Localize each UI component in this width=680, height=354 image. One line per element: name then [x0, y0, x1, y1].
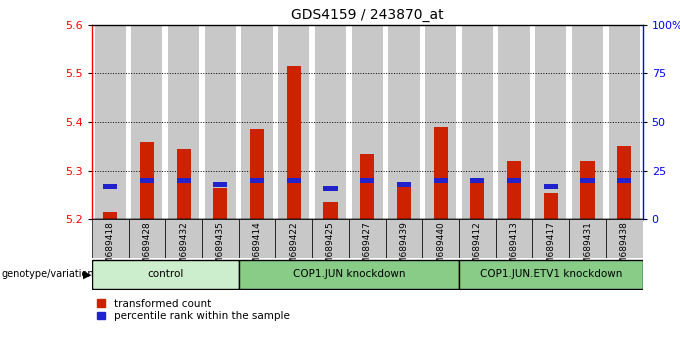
Bar: [397, 182, 411, 187]
Text: GSM689440: GSM689440: [436, 222, 445, 276]
Bar: [103, 184, 117, 189]
Bar: [92, 219, 129, 258]
Bar: [349, 219, 386, 258]
Bar: [471, 178, 484, 183]
Bar: [287, 66, 301, 219]
Bar: [581, 161, 594, 219]
Text: COP1.JUN knockdown: COP1.JUN knockdown: [292, 269, 405, 279]
Bar: [360, 178, 374, 183]
Bar: [617, 147, 631, 219]
Bar: [388, 25, 420, 219]
Bar: [103, 212, 117, 219]
Bar: [168, 25, 199, 219]
Text: GSM689439: GSM689439: [399, 222, 409, 276]
Bar: [459, 260, 643, 289]
Bar: [352, 25, 383, 219]
Text: GSM689422: GSM689422: [289, 222, 299, 276]
Text: GSM689413: GSM689413: [509, 222, 519, 276]
Bar: [581, 178, 594, 183]
Text: genotype/variation: genotype/variation: [1, 269, 94, 279]
Bar: [239, 219, 275, 258]
Bar: [507, 178, 521, 183]
Bar: [397, 183, 411, 219]
Bar: [287, 178, 301, 183]
Bar: [140, 178, 154, 183]
Bar: [239, 260, 459, 289]
Bar: [609, 25, 640, 219]
Bar: [214, 188, 227, 219]
Bar: [360, 154, 374, 219]
Text: GSM689412: GSM689412: [473, 222, 482, 276]
Bar: [544, 184, 558, 189]
Text: GSM689425: GSM689425: [326, 222, 335, 276]
Text: COP1.JUN.ETV1 knockdown: COP1.JUN.ETV1 knockdown: [479, 269, 622, 279]
Bar: [572, 25, 603, 219]
Text: GSM689418: GSM689418: [105, 222, 115, 276]
Text: GSM689435: GSM689435: [216, 222, 225, 276]
Legend: transformed count, percentile rank within the sample: transformed count, percentile rank withi…: [97, 299, 290, 321]
Bar: [544, 193, 558, 219]
Bar: [324, 202, 337, 219]
Bar: [202, 219, 239, 258]
Text: GSM689431: GSM689431: [583, 222, 592, 276]
Bar: [386, 219, 422, 258]
Bar: [569, 219, 606, 258]
Bar: [434, 178, 447, 183]
Bar: [315, 25, 346, 219]
Bar: [434, 127, 447, 219]
Bar: [507, 161, 521, 219]
Bar: [177, 149, 190, 219]
Bar: [425, 25, 456, 219]
Bar: [129, 219, 165, 258]
Bar: [250, 178, 264, 183]
Title: GDS4159 / 243870_at: GDS4159 / 243870_at: [291, 8, 443, 22]
Bar: [471, 181, 484, 219]
Text: control: control: [147, 269, 184, 279]
Text: GSM689417: GSM689417: [546, 222, 556, 276]
Bar: [214, 182, 227, 187]
Bar: [496, 219, 532, 258]
Bar: [140, 142, 154, 219]
Bar: [462, 25, 493, 219]
Bar: [535, 25, 566, 219]
Bar: [324, 186, 337, 191]
Bar: [165, 219, 202, 258]
Text: GSM689427: GSM689427: [362, 222, 372, 276]
Bar: [422, 219, 459, 258]
Bar: [205, 25, 236, 219]
Text: GSM689438: GSM689438: [619, 222, 629, 276]
Bar: [617, 178, 631, 183]
Bar: [177, 178, 190, 183]
Text: GSM689414: GSM689414: [252, 222, 262, 276]
Bar: [275, 219, 312, 258]
Bar: [250, 130, 264, 219]
Text: GSM689428: GSM689428: [142, 222, 152, 276]
Bar: [498, 25, 530, 219]
Bar: [459, 219, 496, 258]
Bar: [131, 25, 163, 219]
Bar: [532, 219, 569, 258]
Text: GSM689432: GSM689432: [179, 222, 188, 276]
Bar: [278, 25, 309, 219]
Bar: [241, 25, 273, 219]
Bar: [95, 25, 126, 219]
Text: ▶: ▶: [83, 269, 91, 279]
Bar: [92, 260, 239, 289]
Bar: [312, 219, 349, 258]
Bar: [606, 219, 643, 258]
